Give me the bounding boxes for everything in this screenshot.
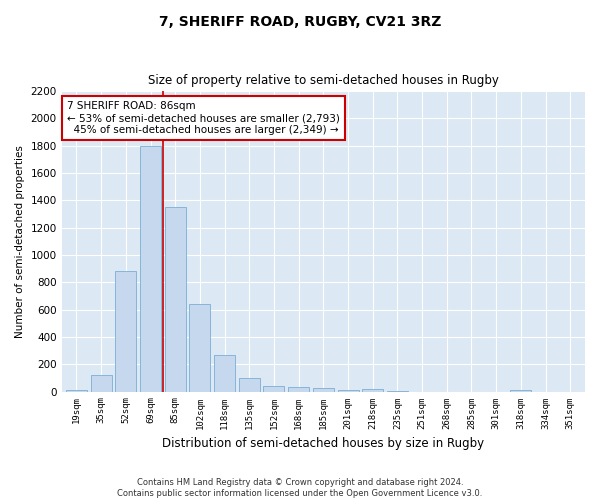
Text: 7, SHERIFF ROAD, RUGBY, CV21 3RZ: 7, SHERIFF ROAD, RUGBY, CV21 3RZ: [159, 15, 441, 29]
Bar: [66, 390, 87, 392]
Bar: [313, 388, 334, 392]
X-axis label: Distribution of semi-detached houses by size in Rugby: Distribution of semi-detached houses by …: [162, 437, 484, 450]
Bar: [239, 378, 260, 392]
Bar: [288, 388, 309, 392]
Bar: [511, 390, 532, 392]
Text: 7 SHERIFF ROAD: 86sqm
← 53% of semi-detached houses are smaller (2,793)
  45% of: 7 SHERIFF ROAD: 86sqm ← 53% of semi-deta…: [67, 102, 340, 134]
Text: Contains HM Land Registry data © Crown copyright and database right 2024.
Contai: Contains HM Land Registry data © Crown c…: [118, 478, 482, 498]
Bar: [140, 146, 161, 392]
Bar: [91, 375, 112, 392]
Bar: [387, 391, 408, 392]
Bar: [190, 304, 211, 392]
Bar: [214, 354, 235, 392]
Y-axis label: Number of semi-detached properties: Number of semi-detached properties: [15, 145, 25, 338]
Title: Size of property relative to semi-detached houses in Rugby: Size of property relative to semi-detach…: [148, 74, 499, 87]
Bar: [338, 390, 359, 392]
Bar: [263, 386, 284, 392]
Bar: [165, 207, 186, 392]
Bar: [115, 272, 136, 392]
Bar: [362, 389, 383, 392]
